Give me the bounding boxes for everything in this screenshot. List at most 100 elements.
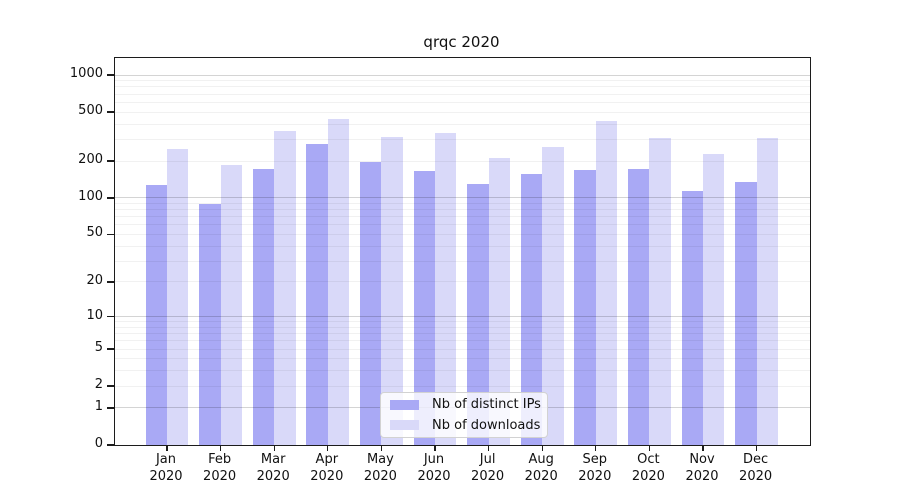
y-tick-label: 100 (78, 188, 103, 204)
y-tick-label: 1000 (69, 66, 103, 82)
bar-distinct-ips-apr (306, 144, 328, 445)
y-tick-label: 5 (94, 340, 103, 356)
x-tick (166, 445, 168, 451)
x-tick-month: Aug (528, 452, 554, 467)
y-tick-label: 20 (86, 272, 103, 288)
x-tick (380, 445, 383, 451)
bar-downloads-may (381, 136, 403, 445)
gridline-minor (115, 348, 810, 350)
gridline-minor (115, 281, 810, 283)
x-tick (327, 445, 329, 451)
gridline-minor (115, 216, 810, 218)
bar-downloads-mar (274, 131, 296, 445)
bar-distinct-ips-aug (520, 174, 543, 445)
bar-downloads-aug (542, 146, 564, 445)
bar-distinct-ips-nov (681, 190, 703, 445)
y-tick-label: 2 (94, 377, 103, 393)
y-tick-label: 200 (78, 152, 103, 168)
y-tick-label: 1 (94, 398, 103, 414)
x-tick-label: Jun 2020 (389, 451, 479, 485)
x-tick-year: 2020 (631, 469, 665, 484)
x-tick-month: Oct (637, 452, 660, 467)
bar-distinct-ips-feb (199, 204, 221, 445)
x-tick (541, 445, 543, 451)
x-tick-year: 2020 (363, 469, 397, 484)
x-tick-month: Feb (208, 452, 232, 467)
x-tick (487, 445, 490, 451)
bar-downloads-dec (756, 137, 778, 445)
bar-distinct-ips-oct (628, 169, 650, 445)
bar-distinct-ips-dec (735, 181, 757, 445)
y-tick (107, 197, 114, 199)
bar-distinct-ips-mar (252, 169, 275, 445)
x-tick-month: Sep (582, 452, 608, 467)
gridline-major (115, 197, 810, 199)
x-tick (595, 445, 597, 451)
chart-title: qrqc 2020 (423, 33, 500, 51)
bar-downloads-feb (220, 165, 242, 445)
gridline-minor (115, 138, 810, 140)
x-tick-label: Feb 2020 (175, 451, 265, 485)
bar-downloads-apr (327, 118, 350, 445)
x-tick (273, 445, 275, 451)
y-tick (107, 385, 114, 387)
gridline-minor (115, 245, 810, 247)
bar-distinct-ips-sep (574, 170, 596, 445)
gridline-minor (115, 326, 810, 328)
gridline-minor (115, 101, 810, 103)
bar-downloads-jul (488, 158, 510, 445)
gridline-minor (115, 370, 810, 372)
legend: Nb of distinct IPs Nb of downloads (380, 392, 548, 438)
y-tick (107, 160, 114, 162)
x-tick-month: May (366, 452, 394, 467)
legend-item-downloads: Nb of downloads (381, 417, 547, 434)
gridline-minor (115, 260, 810, 262)
x-tick-label: Nov 2020 (657, 451, 747, 485)
legend-label-downloads: Nb of downloads (432, 417, 541, 433)
x-tick-month: Nov (689, 452, 715, 467)
x-tick-month: Jan (155, 452, 177, 467)
y-tick (107, 315, 114, 318)
y-tick (107, 111, 114, 113)
x-tick-year: 2020 (310, 469, 344, 484)
gridline-minor (115, 385, 810, 387)
x-tick (434, 445, 436, 451)
legend-item-distinct-ips: Nb of distinct IPs (381, 396, 547, 413)
y-tick-label: 50 (86, 225, 103, 241)
y-tick (107, 74, 114, 76)
x-tick-label: Dec 2020 (711, 451, 801, 485)
gridline-minor (115, 358, 810, 360)
x-tick-year: 2020 (739, 469, 773, 484)
gridline-minor (115, 321, 810, 323)
legend-label-distinct-ips: Nb of distinct IPs (432, 397, 541, 413)
gridline-minor (115, 123, 810, 125)
gridline-minor (115, 333, 810, 335)
x-tick (755, 445, 758, 451)
x-tick-label: Mar 2020 (228, 451, 318, 485)
x-tick-year: 2020 (203, 469, 237, 484)
x-tick-month: Jun (423, 452, 445, 467)
y-tick (107, 348, 114, 350)
bar-distinct-ips-jan (145, 185, 167, 445)
y-tick (107, 444, 114, 446)
y-tick (107, 233, 114, 236)
plot-area (107, 57, 811, 451)
bar-distinct-ips-jul (467, 184, 489, 445)
x-tick-year: 2020 (685, 469, 719, 484)
x-tick-month: Mar (260, 452, 286, 467)
y-tick-label: 10 (86, 307, 103, 323)
x-tick-year: 2020 (578, 469, 612, 484)
gridline-minor (115, 202, 810, 204)
x-tick-label: Jul 2020 (443, 451, 533, 485)
x-tick-label: Jan 2020 (121, 451, 211, 485)
gridline-minor (115, 111, 810, 113)
x-tick-label: May 2020 (335, 451, 425, 485)
gridline-minor (115, 209, 810, 211)
y-tick-label: 0 (94, 436, 103, 451)
bar-downloads-jun (435, 132, 457, 445)
gridline-major (115, 74, 810, 76)
gridline-minor (115, 160, 810, 162)
x-tick-label: Oct 2020 (603, 451, 693, 485)
y-tick (107, 407, 114, 409)
x-tick-year: 2020 (149, 469, 183, 484)
